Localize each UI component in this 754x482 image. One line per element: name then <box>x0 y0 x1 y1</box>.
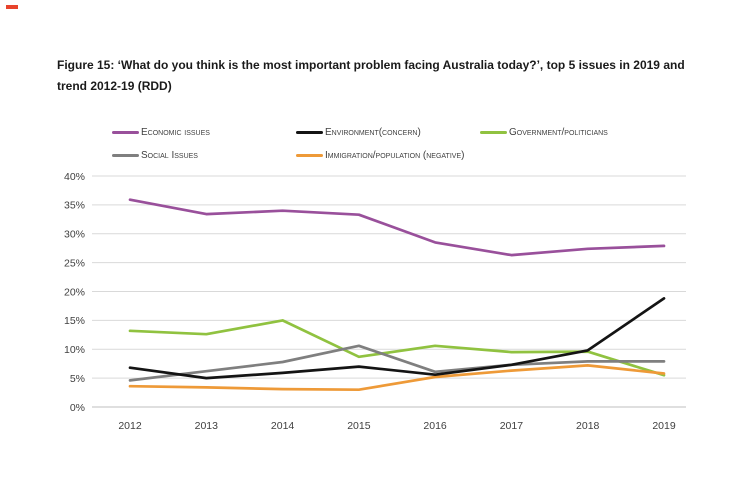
x-axis-tick-label: 2017 <box>500 420 524 432</box>
legend-item-label: Social Issues <box>141 150 198 161</box>
legend-swatch <box>112 154 139 157</box>
legend-item-label: Immigration/population (negative) <box>325 150 465 161</box>
series-line-economic-issues <box>128 198 666 257</box>
x-axis-tick-label: 2013 <box>195 420 219 432</box>
legend-swatch <box>296 154 323 157</box>
series-line-immigration-population-negative <box>128 364 666 392</box>
legend-item-label: Economic issues <box>141 127 210 138</box>
legend-item-immigration-population: Immigration/population (negative) <box>296 149 480 162</box>
y-axis-tick-label: 25% <box>64 257 85 269</box>
y-axis-tick-label: 15% <box>64 315 85 327</box>
x-axis-tick-label: 2019 <box>652 420 676 432</box>
legend-item-economic-issues: Economic issues <box>112 126 296 139</box>
y-axis-tick-label: 40% <box>64 171 85 183</box>
y-axis-tick-label: 10% <box>64 344 85 356</box>
y-axis-tick-label: 30% <box>64 229 85 241</box>
red-corner-mark <box>6 5 18 9</box>
y-axis-tick-label: 5% <box>70 373 85 385</box>
legend-item-social-issues: Social Issues <box>112 149 296 162</box>
x-axis-tick-label: 2014 <box>271 420 295 432</box>
figure-caption: Figure 15: ‘What do you think is the mos… <box>57 58 685 93</box>
legend-item-label: Environment(concern) <box>325 127 421 138</box>
chart-legend: Economic issues Environment(concern) Gov… <box>112 126 608 162</box>
legend-item-environment-concern: Environment(concern) <box>296 126 480 139</box>
series-line-environment-concern <box>128 297 666 380</box>
y-axis-tick-label: 20% <box>64 286 85 298</box>
series-line-social-issues <box>128 344 666 382</box>
x-axis-tick-label: 2016 <box>423 420 447 432</box>
x-axis-tick-label: 2015 <box>347 420 371 432</box>
legend-item-government-politicians: Government/politicians <box>480 126 608 139</box>
y-axis-tick-label: 0% <box>70 402 85 414</box>
x-axis-tick-label: 2012 <box>118 420 142 432</box>
legend-swatch <box>480 131 507 134</box>
x-axis-tick-label: 2018 <box>576 420 600 432</box>
legend-item-label: Government/politicians <box>509 127 608 138</box>
legend-swatch <box>296 131 323 134</box>
legend-swatch <box>112 131 139 134</box>
y-axis-tick-label: 35% <box>64 200 85 212</box>
